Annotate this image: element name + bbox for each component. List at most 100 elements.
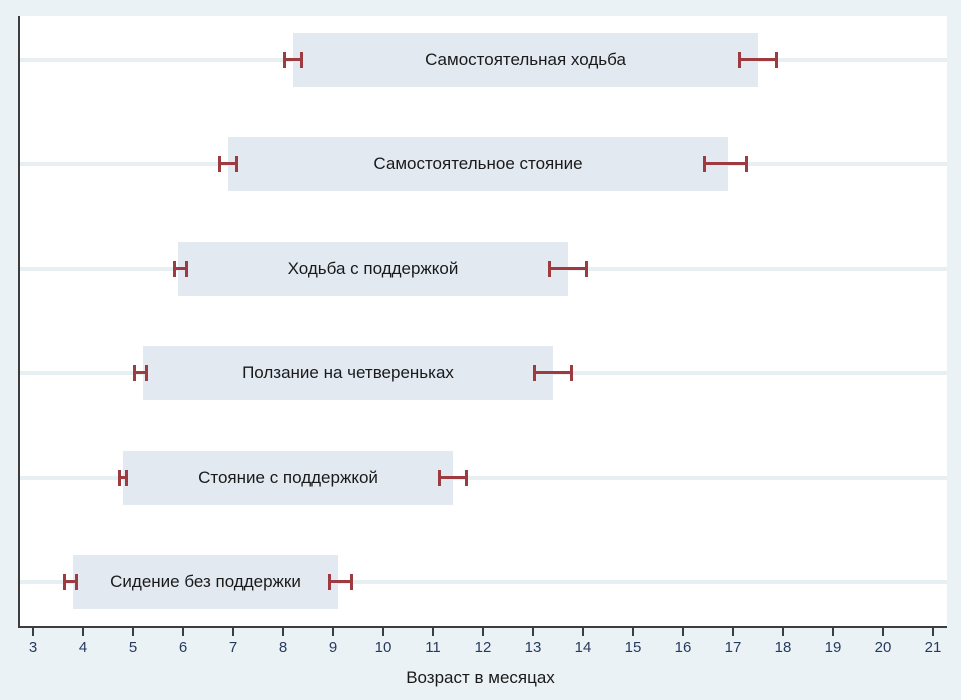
x-tick — [682, 628, 684, 636]
x-tick-label: 7 — [228, 639, 238, 656]
error-bar-cap — [533, 365, 536, 382]
error-bar-line — [438, 475, 468, 479]
x-tick-label: 20 — [874, 639, 892, 656]
error-bar-cap — [570, 365, 573, 382]
error-bar-right — [738, 52, 778, 68]
error-bar-cap — [235, 156, 238, 173]
error-bar-line — [118, 475, 128, 479]
milestone-range-bar: Ползание на четвереньках — [143, 346, 553, 401]
x-tick — [632, 628, 634, 636]
x-tick-label: 14 — [574, 639, 592, 656]
milestone-range-bar: Самостоятельное стояние — [228, 137, 728, 192]
error-bar-right — [548, 260, 588, 277]
error-bar-line — [738, 58, 778, 61]
x-tick — [432, 628, 434, 636]
error-bar-left — [173, 260, 188, 277]
x-tick — [382, 628, 384, 636]
error-bar-left — [133, 365, 148, 382]
error-bar-cap — [125, 469, 128, 486]
error-bar-cap — [218, 156, 221, 173]
error-bar-cap — [300, 52, 303, 68]
error-bar-cap — [745, 156, 748, 173]
error-bar-cap — [63, 574, 66, 590]
error-bar-left — [283, 52, 303, 68]
x-tick — [82, 628, 84, 636]
error-bar-line — [133, 371, 148, 375]
x-tick — [332, 628, 334, 636]
x-tick-label: 19 — [824, 639, 842, 656]
error-bar-cap — [75, 574, 78, 590]
error-bar-right — [328, 574, 353, 590]
x-tick — [782, 628, 784, 636]
gridline — [20, 580, 947, 584]
error-bar-right — [438, 469, 468, 486]
error-bar-cap — [703, 156, 706, 173]
milestone-range-bar: Стояние с поддержкой — [123, 450, 453, 505]
milestone-label: Сидение без поддержки — [110, 572, 301, 591]
error-bar-line — [328, 580, 353, 583]
error-bar-cap — [145, 365, 148, 382]
x-tick-label: 6 — [178, 639, 188, 656]
error-bar-cap — [118, 469, 121, 486]
plot-area: Самостоятельная ходьба Самостоятельное ст… — [18, 16, 947, 628]
x-tick — [532, 628, 534, 636]
x-tick-label: 12 — [474, 639, 492, 656]
error-bar-line — [218, 162, 238, 166]
error-bar-cap — [173, 260, 176, 277]
error-bar-line — [63, 580, 78, 583]
x-tick — [182, 628, 184, 636]
x-tick — [882, 628, 884, 636]
x-tick — [282, 628, 284, 636]
error-bar-cap — [775, 52, 778, 68]
error-bar-line — [533, 371, 573, 375]
x-tick-label: 9 — [328, 639, 338, 656]
x-tick — [32, 628, 34, 636]
x-tick-label: 13 — [524, 639, 542, 656]
error-bar-cap — [185, 260, 188, 277]
error-bar-left — [218, 156, 238, 173]
x-tick-label: 15 — [624, 639, 642, 656]
x-tick — [832, 628, 834, 636]
error-bar-line — [548, 266, 588, 270]
x-tick-label: 17 — [724, 639, 742, 656]
x-tick-label: 3 — [28, 639, 38, 656]
error-bar-cap — [133, 365, 136, 382]
milestone-label: Ползание на четвереньках — [242, 363, 454, 383]
x-axis-title: Возраст в месяцах — [406, 668, 555, 687]
error-bar-cap — [465, 469, 468, 486]
gridline — [20, 475, 947, 480]
error-bar-right — [533, 365, 573, 382]
error-bar-cap — [438, 469, 441, 486]
error-bar-cap — [283, 52, 286, 68]
error-bar-line — [703, 162, 748, 166]
milestone-range-bar: Самостоятельная ходьба — [293, 33, 758, 87]
error-bar-line — [173, 266, 188, 270]
x-tick-label: 11 — [425, 639, 441, 656]
milestone-label: Ходьба с поддержкой — [287, 258, 459, 278]
x-tick-label: 8 — [278, 639, 288, 656]
error-bar-left — [63, 574, 78, 590]
error-bar-cap — [548, 260, 551, 277]
error-bar-cap — [350, 574, 353, 590]
error-bar-cap — [328, 574, 331, 590]
x-tick — [482, 628, 484, 636]
milestone-label: Самостоятельное стояние — [373, 154, 583, 174]
x-tick-label: 10 — [374, 639, 392, 656]
error-bar-cap — [738, 52, 741, 68]
milestone-range-bar: Ходьба с поддержкой — [178, 241, 568, 296]
x-tick-label: 16 — [674, 639, 692, 656]
x-tick — [582, 628, 584, 636]
error-bar-right — [703, 156, 748, 173]
error-bar-line — [283, 58, 303, 61]
x-tick — [132, 628, 134, 636]
x-tick-label: 18 — [774, 639, 792, 656]
error-bar-left — [118, 469, 128, 486]
x-tick-label: 21 — [924, 639, 942, 656]
x-tick-label: 5 — [128, 639, 138, 656]
x-tick — [732, 628, 734, 636]
milestone-range-bar: Сидение без поддержки — [73, 555, 338, 609]
x-tick-label: 4 — [78, 639, 88, 656]
milestone-label: Самостоятельная ходьба — [425, 50, 626, 69]
milestone-label: Стояние с поддержкой — [198, 467, 378, 487]
